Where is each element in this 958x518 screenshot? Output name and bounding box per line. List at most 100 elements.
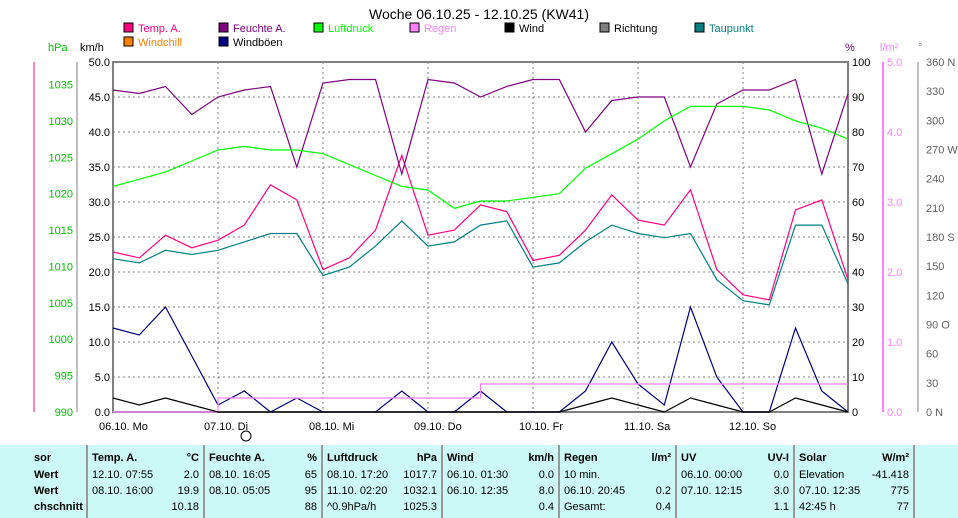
cell-value: 77 bbox=[896, 501, 909, 513]
rain-tick-label: 5.0 bbox=[887, 57, 902, 69]
cell-value: W/m² bbox=[882, 452, 909, 464]
legend-label: Richtung bbox=[614, 23, 657, 35]
cell-value: 0.4 bbox=[655, 501, 671, 513]
pct-tick-label: 10 bbox=[852, 372, 864, 384]
dir-tick-label: 90 O bbox=[926, 320, 950, 332]
cell-value: 775 bbox=[890, 485, 909, 497]
legend-label: Wind bbox=[519, 23, 544, 35]
table-row: Luftdruck hPa bbox=[327, 452, 437, 468]
table-row: 08.10. 17:20 1017.7 bbox=[327, 469, 437, 485]
table-row: sor bbox=[34, 452, 82, 468]
legend-swatch bbox=[599, 22, 610, 33]
table-row: 10 min. bbox=[564, 469, 671, 485]
table-column: Solar W/m² Elevation -41.418 07.10. 12:35 775… bbox=[795, 445, 915, 518]
hpa-tick-label: 1030 bbox=[49, 116, 73, 128]
pct-tick-label: 20 bbox=[852, 337, 864, 349]
hpa-tick-label: 1010 bbox=[49, 261, 73, 273]
table-row: 06.10. 01:30 0.0 bbox=[447, 469, 554, 485]
time-marker-icon bbox=[240, 430, 252, 442]
table-column: UV UV-I 06.10. 00:00 0.0 07.10. 12:15 3.0 1.1 bbox=[677, 445, 795, 518]
hpa-tick-label: 990 bbox=[55, 407, 73, 419]
kmh-tick-label: 10.0 bbox=[89, 337, 110, 349]
legend-label: Windböen bbox=[233, 37, 283, 49]
hpa-tick-label: 1020 bbox=[49, 189, 73, 201]
cell-value: 95 bbox=[304, 485, 317, 497]
series-line-taupunkt bbox=[112, 220, 849, 306]
kmh-tick-label: 40.0 bbox=[89, 127, 110, 139]
table-row: Regen l/m² bbox=[564, 452, 671, 468]
table-row: 07.10. 12:35 775 bbox=[799, 485, 909, 501]
cell-value: 65 bbox=[304, 469, 317, 481]
cell-label: ^0.9hPa/h bbox=[327, 501, 377, 513]
pct-tick-label: 0 bbox=[852, 407, 858, 419]
cell-label: Wert bbox=[34, 485, 59, 497]
cell-value: 0.2 bbox=[655, 485, 671, 497]
legend-swatch bbox=[123, 22, 134, 33]
dir-tick-label: 270 W bbox=[926, 145, 958, 157]
cell-value: km/h bbox=[528, 452, 554, 464]
cell-value: l/m² bbox=[651, 452, 671, 464]
hpa-tick-label: 1000 bbox=[49, 334, 73, 346]
legend-label: Regen bbox=[424, 23, 456, 35]
cell-label: sor bbox=[34, 452, 52, 464]
cell-label: 08.10. 17:20 bbox=[327, 469, 389, 481]
cell-label: 10 min. bbox=[564, 469, 601, 481]
cell-label: UV bbox=[681, 452, 697, 464]
table-row: chschnitt bbox=[34, 501, 83, 517]
cell-label: 06.10. 00:00 bbox=[681, 469, 743, 481]
x-tick-label: 12.10. So bbox=[729, 421, 776, 433]
legend-swatch bbox=[218, 36, 229, 47]
kmh-tick-label: 50.0 bbox=[89, 57, 110, 69]
dir-tick-label: 330 bbox=[926, 86, 944, 98]
rain-tick-label: 0.0 bbox=[887, 407, 902, 419]
hpa-axis-label: hPa bbox=[48, 42, 68, 54]
rain-tick-label: 4.0 bbox=[887, 127, 902, 139]
cell-value: 2.0 bbox=[183, 469, 199, 481]
cell-value: 0.0 bbox=[538, 469, 554, 481]
pct-tick-label: 90 bbox=[852, 92, 864, 104]
dir-tick-label: 60 bbox=[926, 349, 938, 361]
table-row: 1.1 bbox=[681, 501, 789, 517]
weather-chart: Woche 06.10.25 - 12.10.25 (KW41) 06.10. M… bbox=[33, 6, 958, 442]
table-column: Regen l/m² 10 min. 06.10. 20:45 0.2 Gesamt: 0.… bbox=[560, 445, 677, 518]
dir-tick-label: 180 S bbox=[926, 232, 955, 244]
cell-label: Solar bbox=[799, 452, 827, 464]
table-row: 08.10. 16:05 65 bbox=[209, 469, 317, 485]
table-filler bbox=[915, 445, 958, 518]
cell-value: 1032.1 bbox=[403, 485, 437, 497]
plot-area bbox=[112, 61, 849, 413]
table-row: 06.10. 00:00 0.0 bbox=[681, 469, 789, 485]
kmh-axis-label: km/h bbox=[80, 42, 104, 54]
series-line-temp-a- bbox=[112, 153, 849, 301]
cell-label: 12.10. 07:55 bbox=[92, 469, 154, 481]
cell-label: 07.10. 12:35 bbox=[799, 485, 861, 497]
dir-tick-label: 360 N bbox=[926, 57, 955, 69]
table-row: 0.4 bbox=[447, 501, 554, 517]
cell-value: hPa bbox=[416, 452, 437, 464]
series-line-wind bbox=[112, 397, 849, 413]
table-column: Temp. A. °C 12.10. 07:55 2.0 08.10. 16:00 19.… bbox=[88, 445, 205, 518]
cell-label: 06.10. 20:45 bbox=[564, 485, 626, 497]
kmh-tick-label: 5.0 bbox=[95, 372, 110, 384]
cell-label: Luftdruck bbox=[327, 452, 378, 464]
pct-tick-label: 70 bbox=[852, 162, 864, 174]
cell-value: 0.0 bbox=[773, 469, 789, 481]
cell-label: Regen bbox=[564, 452, 598, 464]
cell-label: Wind bbox=[447, 452, 474, 464]
x-tick-label: 07.10. Di bbox=[204, 421, 248, 433]
cell-label: 08.10. 16:00 bbox=[92, 485, 154, 497]
cell-label: chschnitt bbox=[34, 501, 83, 513]
kmh-tick-label: 15.0 bbox=[89, 302, 110, 314]
cell-label: 42:45 h bbox=[799, 501, 836, 513]
legend-label: Luftdruck bbox=[328, 23, 374, 35]
series-line-luftdruck bbox=[112, 105, 849, 209]
cell-value: 3.0 bbox=[773, 485, 789, 497]
cell-value: 19.9 bbox=[177, 485, 199, 497]
cell-value: 0.4 bbox=[538, 501, 554, 513]
table-row: Temp. A. °C bbox=[92, 452, 199, 468]
legend-swatch bbox=[218, 22, 229, 33]
table-row: 11.10. 02:20 1032.1 bbox=[327, 485, 437, 501]
table-column: Luftdruck hPa 08.10. 17:20 1017.7 11.10. 02:… bbox=[323, 445, 443, 518]
table-row: Feuchte A.% bbox=[209, 452, 317, 468]
chart-title: Woche 06.10.25 - 12.10.25 (KW41) bbox=[369, 6, 589, 22]
